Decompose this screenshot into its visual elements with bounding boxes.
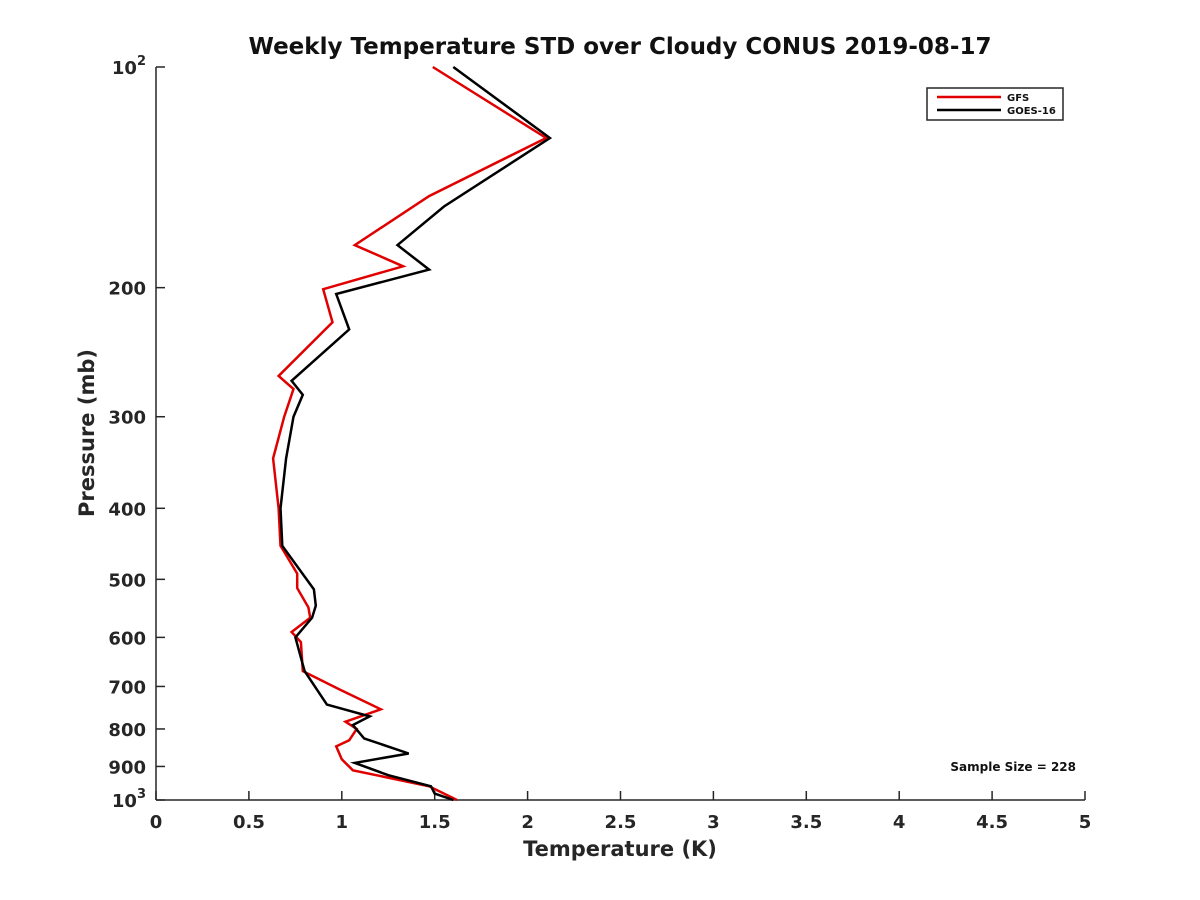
legend: GFS GOES-16 xyxy=(926,87,1064,121)
legend-box xyxy=(926,87,1064,121)
x-axis-label: Temperature (K) xyxy=(523,837,717,861)
y-tick-label: 103 xyxy=(112,787,146,812)
series-line-gfs xyxy=(271,65,549,802)
x-tick-label: 2 xyxy=(521,812,534,833)
x-tick-label: 3 xyxy=(707,812,720,833)
x-tick-label: 4 xyxy=(893,812,906,833)
series-line-goes-16 xyxy=(279,65,553,802)
y-tick-label: 600 xyxy=(108,628,146,649)
y-tick-label: 500 xyxy=(108,570,146,591)
chart-title: Weekly Temperature STD over Cloudy CONUS… xyxy=(249,34,992,60)
x-tick-label: 3.5 xyxy=(790,812,822,833)
x-tick-label: 2.5 xyxy=(605,812,637,833)
legend-label: GFS xyxy=(1007,93,1029,104)
y-tick-label: 900 xyxy=(108,757,146,778)
y-tick-label: 102 xyxy=(112,54,146,79)
axes: 0 0.5 1 1.5 2 2.5 3 3.5 4 4.5 5 102 200 300 400 500 600 7… xyxy=(108,54,1091,833)
x-tick-label: 5 xyxy=(1079,812,1092,833)
y-axis-label: Pressure (mb) xyxy=(75,349,99,517)
y-tick-label: 200 xyxy=(108,279,146,300)
series-layer xyxy=(271,65,553,802)
legend-label: GOES-16 xyxy=(1007,106,1056,117)
x-tick-label: 1.5 xyxy=(419,812,451,833)
x-tick-label: 0.5 xyxy=(233,812,265,833)
x-tick-label: 0 xyxy=(150,812,163,833)
sample-size-annotation: Sample Size = 228 xyxy=(950,760,1076,774)
y-tick-label: 400 xyxy=(108,499,146,520)
y-tick-label: 300 xyxy=(108,408,146,429)
y-tick-label: 700 xyxy=(108,677,146,698)
x-tick-label: 1 xyxy=(336,812,349,833)
y-tick-label: 800 xyxy=(108,720,146,741)
x-tick-label: 4.5 xyxy=(976,812,1008,833)
